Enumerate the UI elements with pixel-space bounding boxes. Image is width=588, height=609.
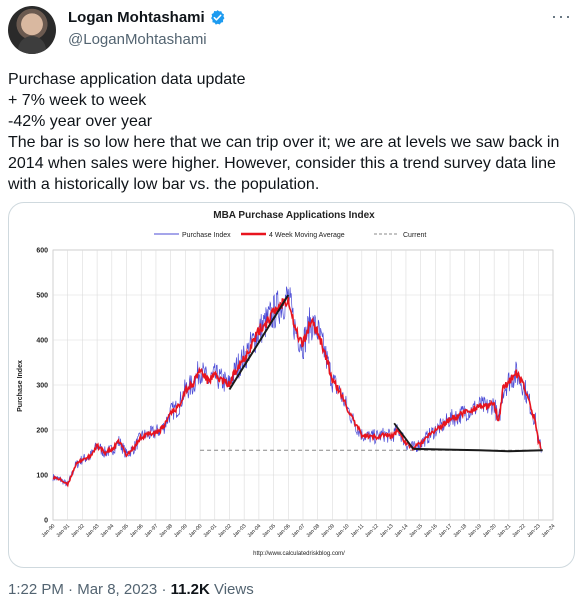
y-tick-label: 400	[36, 338, 48, 345]
chart-source: http://www.calculatedriskblog.com/	[253, 551, 345, 557]
y-tick-label: 0	[44, 518, 48, 525]
tweet-date[interactable]: Mar 8, 2023	[77, 581, 158, 598]
x-tick-label: Jan-01	[202, 523, 218, 539]
x-tick-label: Jan-10	[335, 523, 351, 539]
x-tick-label: Jan-09	[320, 523, 336, 539]
x-tick-label: Jan-97	[144, 523, 160, 539]
x-tick-label: Jan-11	[350, 523, 365, 538]
x-tick-label: Jan-96	[129, 523, 145, 539]
x-tick-label: Jan-90	[41, 523, 57, 539]
x-tick-label: Jan-02	[217, 523, 233, 539]
trend-line-rising	[228, 294, 290, 391]
chart-title: MBA Purchase Applications Index	[213, 210, 375, 221]
more-options-icon[interactable]: ···	[551, 6, 572, 26]
x-tick-label: Jan-93	[85, 523, 101, 539]
legend-label-purchase-index: Purchase Index	[182, 232, 231, 239]
tweet-line: The bar is so low here that we can trip …	[8, 134, 560, 193]
x-tick-label: Jan-18	[452, 523, 468, 539]
chart-legend: Purchase Index 4 Week Moving Average Cur…	[154, 232, 426, 239]
author-display-name-row[interactable]: Logan Mohtashami	[68, 9, 226, 26]
y-tick-label: 200	[36, 428, 48, 435]
x-tick-label: Jan-94	[100, 523, 116, 539]
x-tick-label: Jan-13	[379, 523, 395, 539]
y-tick-label: 600	[36, 248, 48, 255]
tweet-line: + 7% week to week	[8, 92, 147, 109]
verified-badge-icon	[210, 10, 225, 25]
tweet-line: Purchase application data update	[8, 71, 246, 88]
tweet-media-chart[interactable]: MBA Purchase Applications Index Purchase…	[8, 202, 575, 568]
x-tick-label: Jan-16	[423, 523, 439, 539]
tweet-line: -42% year over year	[8, 113, 153, 130]
x-tick-label: Jan-95	[114, 523, 130, 539]
chart-svg: MBA Purchase Applications Index Purchase…	[17, 210, 557, 557]
x-tick-label: Jan-98	[158, 523, 174, 539]
tweet-meta: 1:22 PM · Mar 8, 2023 · 11.2K Views	[8, 581, 254, 598]
tweet-text: Purchase application data update + 7% we…	[8, 69, 568, 195]
x-tick-label: Jan-99	[173, 523, 189, 539]
tweet-time[interactable]: 1:22 PM	[8, 581, 64, 598]
meta-separator: ·	[68, 581, 74, 598]
legend-label-current: Current	[403, 232, 426, 239]
series-moving-average-line	[52, 296, 542, 488]
x-tick-label: Jan-91	[55, 523, 71, 539]
x-tick-label: Jan-20	[482, 523, 498, 539]
x-tick-label: Jan-23	[526, 523, 542, 539]
x-tick-label: Jan-04	[247, 523, 263, 539]
x-tick-label: Jan-17	[438, 523, 454, 539]
x-tick-label: Jan-00	[188, 523, 204, 539]
trend-line-low-bar	[413, 447, 543, 453]
y-axis-label: Purchase Index	[17, 360, 24, 412]
x-tick-label: Jan-14	[394, 523, 410, 539]
views-label: Views	[213, 581, 254, 598]
y-tick-label: 100	[36, 473, 48, 480]
x-tick-label: Jan-07	[291, 523, 307, 539]
x-tick-label: Jan-24	[541, 523, 557, 539]
y-tick-label: 500	[36, 293, 48, 300]
views-count: 11.2K	[170, 581, 210, 598]
x-tick-label: Jan-15	[408, 523, 424, 539]
x-tick-label: Jan-05	[261, 523, 277, 539]
x-tick-label: Jan-19	[467, 523, 483, 539]
x-tick-label: Jan-06	[276, 523, 292, 539]
meta-separator: ·	[161, 581, 167, 598]
y-tick-label: 300	[36, 383, 48, 390]
legend-label-moving-average: 4 Week Moving Average	[269, 232, 345, 239]
x-tick-label: Jan-12	[364, 523, 380, 539]
trend-line-drop	[393, 422, 415, 450]
avatar[interactable]	[8, 6, 56, 54]
x-tick-label: Jan-21	[497, 523, 513, 539]
x-tick-label: Jan-22	[511, 523, 527, 539]
x-tick-label: Jan-08	[305, 523, 321, 539]
x-tick-label: Jan-03	[232, 523, 248, 539]
x-tick-label: Jan-92	[70, 523, 86, 539]
author-display-name[interactable]: Logan Mohtashami	[68, 9, 205, 26]
author-handle[interactable]: @LoganMohtashami	[68, 31, 207, 48]
